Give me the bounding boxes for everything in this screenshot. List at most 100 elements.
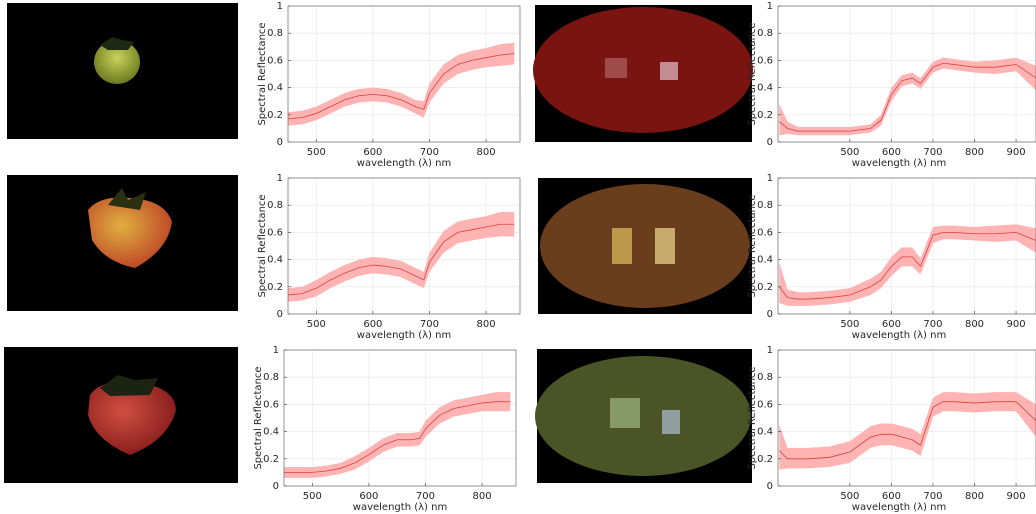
x-tick-label: 900 [1007, 147, 1026, 158]
band [288, 42, 515, 126]
plot-area [284, 350, 516, 486]
axes-background [288, 6, 520, 142]
y-tick-label: 0.8 [757, 200, 773, 211]
image-3-rgb [4, 347, 238, 483]
y-tick-label: 0.2 [757, 110, 773, 121]
x-tick-label: 700 [923, 147, 942, 158]
y-tick-label: 0.4 [757, 255, 773, 266]
x-tick-label: 700 [923, 491, 942, 502]
x-axis-label: wavelength (λ) nm [357, 330, 451, 341]
x-axis-label: wavelength (λ) nm [852, 330, 946, 341]
y-tick-label: 0.6 [757, 227, 773, 238]
y-axis-label: Spectral Reflectance [257, 194, 268, 297]
y-axis-label: Spectral Reflectance [253, 366, 264, 469]
x-tick-label: 800 [965, 319, 984, 330]
y-axis-label: Spectral Reflectance [747, 194, 758, 297]
x-axis-label: wavelength (λ) nm [353, 502, 447, 513]
y-axis-label: Spectral Reflectance [747, 22, 758, 125]
y-tick-label: 1 [277, 1, 283, 12]
image-1-rgb [7, 3, 238, 139]
x-tick-label: 600 [363, 147, 382, 158]
image-3-hsi [535, 349, 752, 483]
image-1-hsi [533, 5, 753, 142]
mean-line [778, 231, 1036, 300]
y-tick-label: 0.4 [757, 83, 773, 94]
x-tick-label: 600 [882, 147, 901, 158]
x-tick-label: 800 [965, 491, 984, 502]
x-tick-label: 700 [923, 319, 942, 330]
x-tick-label: 600 [359, 491, 378, 502]
y-tick-label: 0 [767, 137, 773, 148]
y-tick-label: 0 [277, 309, 283, 320]
axes-frame [777, 177, 1036, 315]
x-axis-label: wavelength (λ) nm [852, 158, 946, 169]
y-axis-label: Spectral Reflectance [747, 366, 758, 469]
x-tick-label: 700 [420, 319, 439, 330]
mean-line [288, 223, 515, 296]
plot-area [288, 178, 520, 314]
y-tick-label: 0 [277, 137, 283, 148]
band [779, 392, 1036, 470]
band [779, 224, 1036, 306]
x-axis-label: wavelength (λ) nm [357, 158, 451, 169]
plot-area [778, 178, 1036, 314]
plot-area [778, 6, 1036, 142]
y-tick-label: 0.6 [757, 55, 773, 66]
x-tick-label: 900 [1007, 319, 1026, 330]
x-tick-label: 500 [307, 319, 326, 330]
y-tick-label: 0.6 [267, 227, 283, 238]
x-tick-label: 800 [477, 147, 496, 158]
y-tick-label: 0 [767, 481, 773, 492]
x-tick-label: 600 [882, 491, 901, 502]
y-axis-label: Spectral Reflectance [257, 22, 268, 125]
x-tick-label: 800 [965, 147, 984, 158]
y-tick-label: 1 [277, 173, 283, 184]
y-tick-label: 1 [273, 345, 279, 356]
y-tick-label: 0.4 [267, 255, 283, 266]
plot-area [778, 350, 1036, 486]
band [288, 212, 515, 302]
plot-area [288, 6, 520, 142]
y-tick-label: 0.2 [267, 110, 283, 121]
mean-line [284, 401, 511, 473]
x-tick-label: 600 [363, 319, 382, 330]
mean-line [778, 62, 1036, 132]
y-tick-label: 0.6 [757, 399, 773, 410]
y-tick-label: 0.2 [757, 282, 773, 293]
y-tick-label: 1 [767, 173, 773, 184]
x-tick-label: 800 [477, 319, 496, 330]
y-tick-label: 0.2 [267, 282, 283, 293]
y-tick-label: 1 [767, 1, 773, 12]
x-tick-label: 500 [303, 491, 322, 502]
x-tick-label: 700 [420, 147, 439, 158]
x-tick-label: 500 [840, 491, 859, 502]
y-tick-label: 0.2 [263, 454, 279, 465]
axes-frame [287, 5, 521, 143]
y-tick-label: 0.8 [757, 372, 773, 383]
y-tick-label: 0.4 [267, 83, 283, 94]
image-2-hsi [538, 178, 752, 314]
y-tick-label: 0.8 [267, 200, 283, 211]
y-tick-label: 0.6 [263, 399, 279, 410]
y-tick-label: 1 [767, 345, 773, 356]
y-tick-label: 0.4 [263, 427, 279, 438]
axes-frame [777, 349, 1036, 487]
axes-background [284, 350, 516, 486]
y-tick-label: 0 [767, 309, 773, 320]
axes-frame [777, 5, 1036, 143]
x-tick-label: 600 [882, 319, 901, 330]
y-tick-label: 0 [273, 481, 279, 492]
x-tick-label: 500 [840, 319, 859, 330]
x-tick-label: 500 [840, 147, 859, 158]
y-tick-label: 0.8 [267, 28, 283, 39]
mean-line [778, 401, 1036, 460]
x-tick-label: 500 [307, 147, 326, 158]
band [284, 392, 511, 478]
y-tick-label: 0.8 [263, 372, 279, 383]
image-2-rgb [7, 175, 238, 311]
y-tick-label: 0.4 [757, 427, 773, 438]
axes-background [778, 178, 1036, 314]
x-tick-label: 900 [1007, 491, 1026, 502]
